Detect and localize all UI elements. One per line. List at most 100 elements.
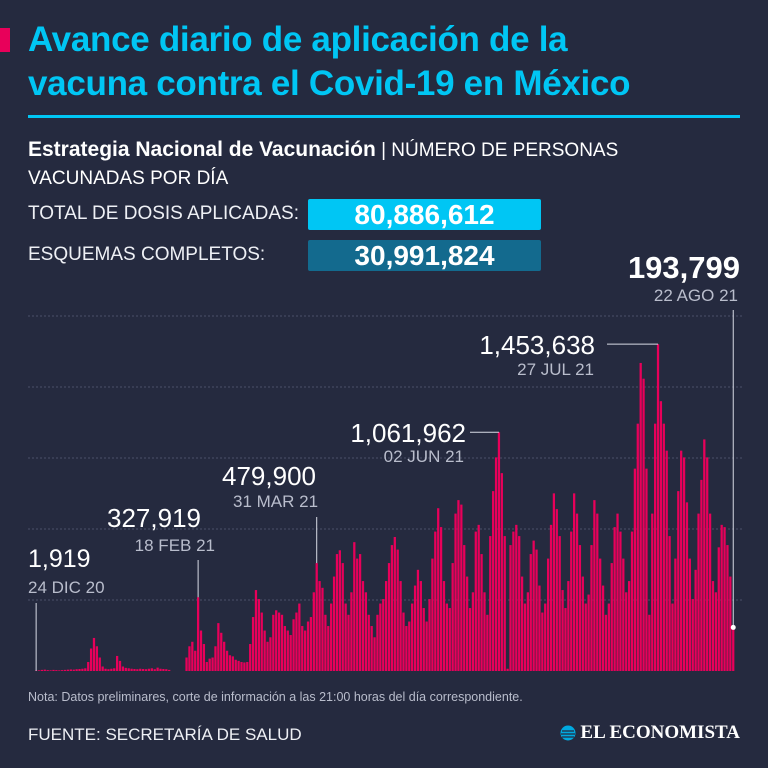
bar (72, 669, 75, 671)
bar (419, 581, 422, 671)
annotation-date-5: 27 JUL 21 (517, 360, 594, 379)
bar (558, 536, 561, 671)
bar (124, 667, 127, 671)
bar (280, 614, 284, 671)
bar (301, 626, 304, 671)
bar (136, 669, 139, 671)
bar (275, 610, 278, 671)
bar (37, 670, 41, 671)
bar (622, 558, 625, 671)
bar (390, 545, 394, 671)
bar (422, 608, 425, 671)
bar (509, 545, 512, 671)
bar (286, 630, 289, 671)
bar (610, 563, 613, 671)
bar (107, 669, 110, 671)
bar (185, 657, 188, 671)
bar (480, 554, 483, 671)
bar (61, 670, 64, 671)
bar (465, 576, 469, 671)
accent-mark (0, 28, 10, 52)
bar (315, 563, 318, 671)
bar (685, 502, 689, 671)
bar (413, 585, 417, 671)
bar (648, 614, 651, 671)
bar (732, 627, 735, 671)
bar (251, 617, 255, 671)
bar (159, 668, 162, 671)
bar (601, 585, 605, 671)
bar (448, 608, 451, 671)
bar (720, 524, 723, 671)
subtitle-rest: | NÚMERO DE PERSONAS (375, 140, 619, 161)
bar (691, 599, 694, 671)
bar (463, 545, 466, 671)
bar (703, 439, 706, 671)
annotation-date-3: 31 MAR 21 (233, 492, 319, 511)
bar (40, 669, 44, 671)
bar (578, 545, 582, 671)
bar (402, 612, 405, 671)
bar (298, 603, 301, 671)
bar (254, 590, 258, 671)
bar (445, 603, 448, 671)
logo-text: EL ECONOMISTA (580, 722, 740, 743)
bar (318, 581, 321, 671)
bar (541, 612, 544, 671)
page-title: Avance diario de aplicación de la vacuna… (28, 18, 631, 106)
bar (428, 599, 431, 671)
subtitle: Estrategia Nacional de Vacunación | NÚME… (28, 136, 748, 193)
bar (324, 614, 327, 671)
bar (347, 614, 350, 671)
bar (711, 581, 715, 671)
bar (477, 524, 480, 671)
bar (552, 493, 556, 671)
annotation-value-2: 327,919 (107, 503, 201, 533)
bar (451, 563, 454, 671)
bar (196, 597, 200, 671)
bar (604, 614, 608, 671)
bar (269, 637, 272, 671)
bar (55, 670, 58, 671)
bar (425, 621, 428, 671)
bar (408, 621, 411, 671)
bar (674, 558, 677, 671)
bar (335, 554, 339, 671)
bar (396, 549, 399, 671)
el-economista-logo: EL ECONOMISTA (560, 722, 740, 744)
bar (573, 493, 576, 671)
bar (405, 626, 408, 671)
bar (723, 527, 726, 671)
bar (289, 635, 292, 671)
annotation-value-4: 1,061,962 (350, 418, 466, 448)
bar (682, 457, 686, 671)
bar (341, 563, 344, 671)
bar (460, 504, 463, 671)
bar (382, 599, 385, 671)
bar (66, 669, 70, 671)
bar (95, 646, 98, 671)
bar (89, 648, 93, 671)
bar (168, 669, 171, 671)
bar (633, 468, 637, 671)
bar (708, 513, 712, 671)
bar (486, 614, 489, 671)
bar (292, 619, 295, 671)
bar (489, 536, 492, 671)
bar (214, 646, 217, 671)
bar (220, 632, 223, 671)
bar (191, 641, 194, 671)
bar (515, 524, 518, 671)
bar (593, 500, 596, 671)
bar (570, 531, 573, 671)
bar (78, 668, 81, 671)
bar (223, 641, 226, 671)
bar (538, 585, 541, 671)
bar (43, 669, 46, 671)
bar (492, 491, 495, 671)
total-doses-label: TOTAL DE DOSIS APLICADAS: (28, 203, 300, 224)
bar (101, 666, 104, 671)
bar (330, 603, 333, 671)
bar (150, 668, 153, 671)
bar (87, 662, 90, 671)
